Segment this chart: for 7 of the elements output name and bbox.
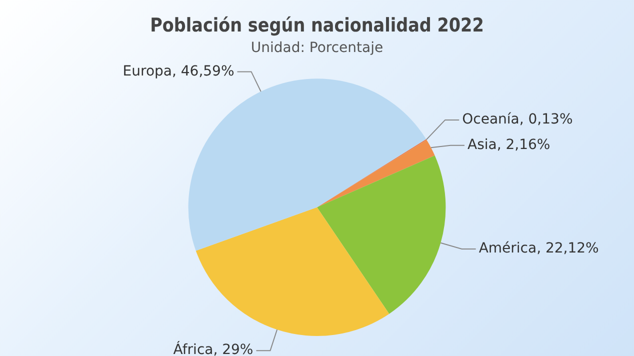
chart-title: Población según nacionalidad 2022 xyxy=(150,14,484,37)
slice-label: América, 22,12% xyxy=(478,240,599,257)
slice-label: Oceanía, 0,13% xyxy=(462,112,573,128)
slice-label: Europa, 46,59% xyxy=(122,63,234,80)
slice-label: Asia, 2,16% xyxy=(467,137,550,154)
slice-label: África, 29% xyxy=(173,341,254,356)
chart-subtitle: Unidad: Porcentaje xyxy=(250,40,384,56)
